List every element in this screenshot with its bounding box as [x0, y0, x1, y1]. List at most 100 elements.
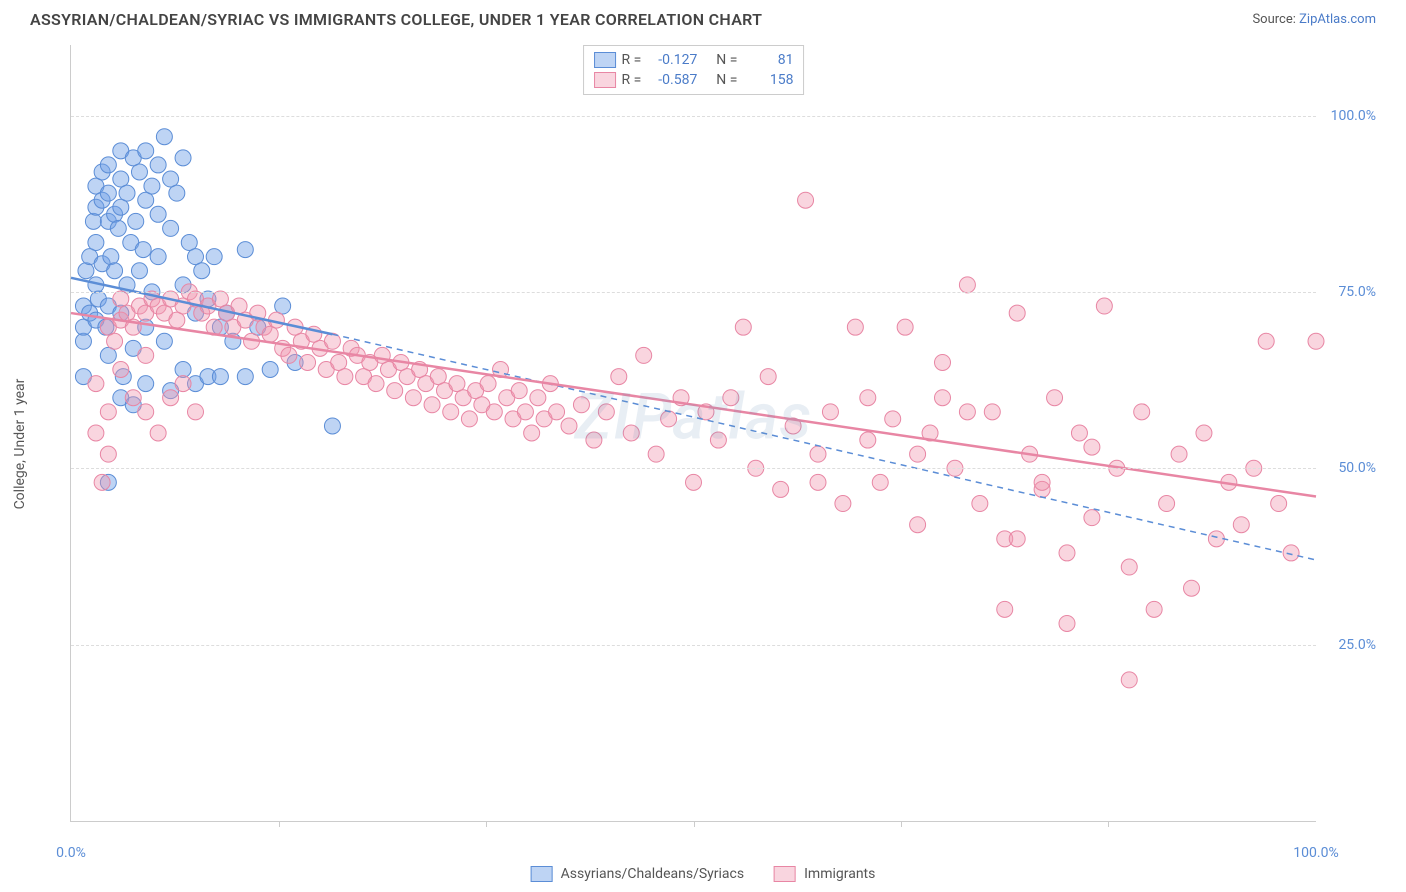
- data-point: [1134, 404, 1150, 420]
- data-point: [75, 333, 91, 349]
- data-point: [94, 474, 110, 490]
- r-label: R =: [622, 72, 642, 88]
- data-point: [85, 213, 101, 229]
- data-point: [88, 235, 104, 251]
- plot-svg: [71, 45, 1316, 821]
- r-value: -0.127: [647, 52, 697, 68]
- data-point: [1258, 333, 1274, 349]
- data-point: [598, 404, 614, 420]
- data-point: [935, 390, 951, 406]
- data-point: [1034, 474, 1050, 490]
- data-point: [549, 404, 565, 420]
- data-point: [1059, 545, 1075, 561]
- data-point: [150, 425, 166, 441]
- legend-swatch: [594, 52, 616, 68]
- data-point: [648, 446, 664, 462]
- x-tick-minor: [279, 821, 280, 827]
- y-tick-label: 25.0%: [1338, 637, 1376, 653]
- data-point: [163, 220, 179, 236]
- data-point: [281, 347, 297, 363]
- stats-legend-box: R = -0.127 N = 81 R = -0.587 N = 158: [583, 45, 805, 95]
- data-point: [735, 319, 751, 335]
- data-point: [337, 369, 353, 385]
- y-tick-label: 75.0%: [1338, 284, 1376, 300]
- data-point: [150, 206, 166, 222]
- data-point: [212, 291, 228, 307]
- data-point: [144, 178, 160, 194]
- x-tick-label: 100.0%: [1293, 845, 1338, 861]
- data-point: [181, 235, 197, 251]
- source-link[interactable]: ZipAtlas.com: [1299, 12, 1376, 27]
- n-label: N =: [716, 52, 737, 68]
- chart-title: ASSYRIAN/CHALDEAN/SYRIAC VS IMMIGRANTS C…: [30, 10, 762, 29]
- data-point: [237, 242, 253, 258]
- data-point: [110, 220, 126, 236]
- n-value: 158: [743, 72, 793, 88]
- x-tick-label: 0.0%: [56, 845, 86, 861]
- data-point: [1159, 496, 1175, 512]
- data-point: [88, 425, 104, 441]
- data-point: [1146, 601, 1162, 617]
- data-point: [175, 362, 191, 378]
- data-point: [262, 362, 278, 378]
- data-point: [163, 390, 179, 406]
- gridline-h: [71, 468, 1316, 469]
- data-point: [150, 157, 166, 173]
- data-point: [138, 347, 154, 363]
- series-legend: Assyrians/Chaldeans/Syriacs Immigrants: [531, 866, 876, 882]
- data-point: [1084, 439, 1100, 455]
- data-point: [872, 474, 888, 490]
- data-point: [107, 333, 123, 349]
- chart-area: College, Under 1 year ZIPatlas R = -0.12…: [50, 45, 1386, 842]
- data-point: [623, 425, 639, 441]
- data-point: [517, 404, 533, 420]
- data-point: [530, 390, 546, 406]
- data-point: [1184, 580, 1200, 596]
- data-point: [100, 347, 116, 363]
- data-point: [150, 249, 166, 265]
- data-point: [78, 263, 94, 279]
- data-point: [206, 249, 222, 265]
- data-point: [760, 369, 776, 385]
- data-point: [461, 411, 477, 427]
- data-point: [847, 319, 863, 335]
- data-point: [443, 404, 459, 420]
- x-tick-minor: [486, 821, 487, 827]
- data-point: [100, 185, 116, 201]
- stats-legend-row: R = -0.127 N = 81: [594, 50, 794, 70]
- data-point: [300, 354, 316, 370]
- legend-swatch: [774, 866, 796, 882]
- data-point: [611, 369, 627, 385]
- gridline-h: [71, 645, 1316, 646]
- legend-item: Immigrants: [774, 866, 875, 882]
- data-point: [100, 404, 116, 420]
- data-point: [88, 376, 104, 392]
- data-point: [480, 376, 496, 392]
- data-point: [113, 199, 129, 215]
- y-axis-label: College, Under 1 year: [12, 378, 28, 509]
- data-point: [131, 263, 147, 279]
- data-point: [188, 249, 204, 265]
- data-point: [387, 383, 403, 399]
- data-point: [156, 129, 172, 145]
- data-point: [723, 390, 739, 406]
- data-point: [100, 446, 116, 462]
- data-point: [1059, 615, 1075, 631]
- x-tick-minor: [694, 821, 695, 827]
- data-point: [113, 171, 129, 187]
- stats-legend-row: R = -0.587 N = 158: [594, 70, 794, 90]
- data-point: [710, 432, 726, 448]
- data-point: [1047, 390, 1063, 406]
- data-point: [119, 185, 135, 201]
- data-point: [1233, 517, 1249, 533]
- data-point: [885, 411, 901, 427]
- data-point: [1196, 425, 1212, 441]
- legend-swatch: [594, 72, 616, 88]
- data-point: [1283, 545, 1299, 561]
- data-point: [773, 481, 789, 497]
- x-tick-minor: [1108, 821, 1109, 827]
- data-point: [822, 404, 838, 420]
- data-point: [138, 192, 154, 208]
- data-point: [686, 474, 702, 490]
- legend-label: Immigrants: [804, 866, 875, 882]
